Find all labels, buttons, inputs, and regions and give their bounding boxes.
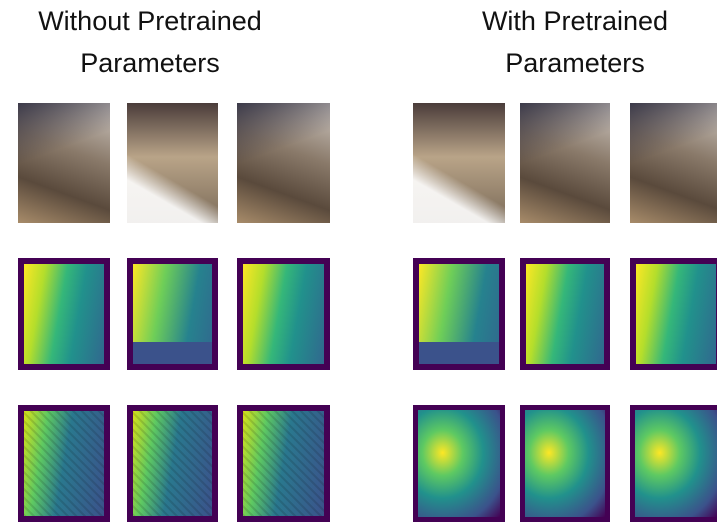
depth-image [520,258,610,370]
prediction-image [18,405,110,522]
prediction-image [413,405,505,522]
rgb-image [520,103,610,223]
panel-title: Without Pretrained Parameters [0,0,300,84]
depth-image [18,258,110,370]
figure: Without Pretrained Parameters With Pretr… [0,0,717,524]
depth-image [127,258,218,370]
depth-image [630,258,717,370]
prediction-image [520,405,610,522]
title-line: Parameters [425,42,717,84]
depth-image [237,258,330,370]
title-line: Parameters [0,42,300,84]
prediction-image [237,405,330,522]
rgb-image [413,103,505,223]
depth-image [413,258,505,370]
rgb-image [18,103,110,223]
rgb-image [127,103,218,223]
title-line: With Pretrained [425,0,717,42]
rgb-image [630,103,717,223]
prediction-image [630,405,717,522]
prediction-image [127,405,218,522]
rgb-image [237,103,330,223]
title-line: Without Pretrained [0,0,300,42]
panel-title: With Pretrained Parameters [425,0,717,84]
